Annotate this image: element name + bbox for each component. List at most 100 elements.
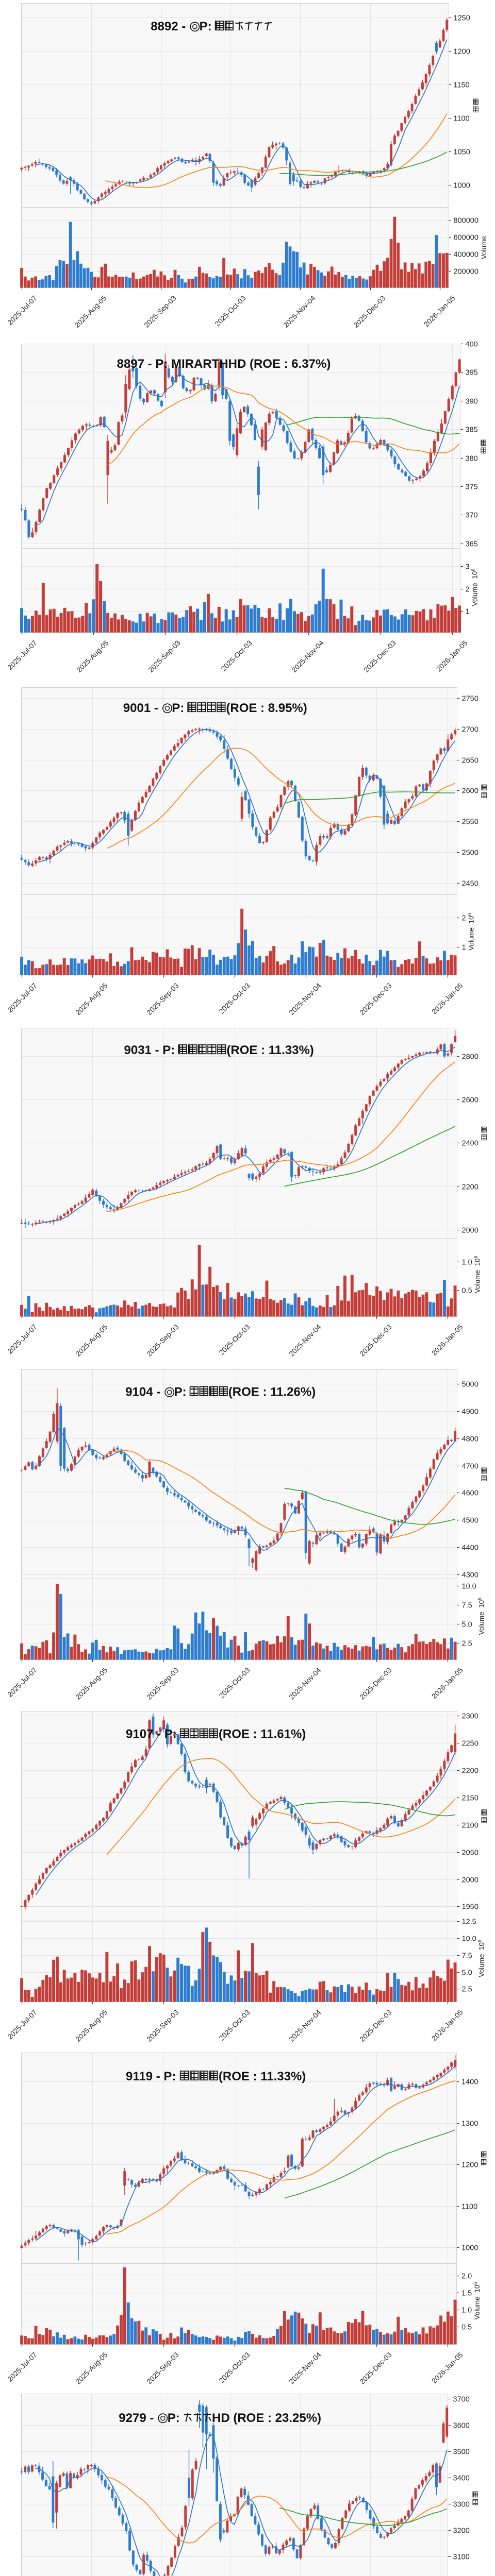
svg-text:8892 -: 8892 - bbox=[151, 20, 186, 33]
svg-text:1.5: 1.5 bbox=[461, 2289, 472, 2297]
svg-text:2300: 2300 bbox=[462, 1713, 478, 1721]
svg-text:2025-Dec-03: 2025-Dec-03 bbox=[358, 1666, 393, 1701]
svg-text:Volume 106: Volume 106 bbox=[473, 2282, 481, 2319]
svg-text:5000: 5000 bbox=[462, 1381, 478, 1389]
svg-text:1300: 1300 bbox=[461, 2120, 478, 2128]
svg-text:9001 -: 9001 - bbox=[123, 701, 158, 715]
svg-text:2025-Oct-03: 2025-Oct-03 bbox=[217, 981, 251, 1015]
svg-text:2026-Jan-05: 2026-Jan-05 bbox=[422, 294, 457, 328]
svg-text:2025-Sep-03: 2025-Sep-03 bbox=[146, 638, 182, 674]
svg-text:2025-Jul-07: 2025-Jul-07 bbox=[6, 981, 39, 1014]
svg-text:P:: P: bbox=[172, 701, 184, 715]
svg-text:2025-Aug-05: 2025-Aug-05 bbox=[74, 1323, 109, 1358]
svg-text:2025-Jul-07: 2025-Jul-07 bbox=[6, 1323, 39, 1355]
svg-text:2.5: 2.5 bbox=[462, 1986, 472, 1994]
svg-text:2600: 2600 bbox=[462, 787, 478, 795]
svg-text:1400: 1400 bbox=[461, 2078, 478, 2086]
svg-text:2025-Oct-03: 2025-Oct-03 bbox=[217, 1323, 251, 1357]
svg-text:0.5: 0.5 bbox=[461, 2323, 472, 2331]
svg-text:2025-Dec-03: 2025-Dec-03 bbox=[358, 981, 393, 1016]
svg-text:2025-Dec-03: 2025-Dec-03 bbox=[362, 638, 398, 674]
svg-text:P:: P: bbox=[168, 2411, 180, 2425]
svg-text:2025-Nov-04: 2025-Nov-04 bbox=[290, 638, 325, 674]
svg-text:600000: 600000 bbox=[454, 234, 478, 242]
svg-text:2025-Jul-07: 2025-Jul-07 bbox=[6, 638, 39, 671]
svg-text:2200: 2200 bbox=[462, 1767, 478, 1775]
svg-text:2150: 2150 bbox=[462, 1794, 478, 1803]
svg-text:2800: 2800 bbox=[462, 1053, 478, 1061]
svg-text:1000: 1000 bbox=[454, 182, 470, 190]
svg-text:(ROE : 11.61%): (ROE : 11.61%) bbox=[219, 1727, 306, 1741]
svg-text:2025-Sep-03: 2025-Sep-03 bbox=[145, 1666, 180, 1701]
svg-text:1950: 1950 bbox=[462, 1903, 478, 1911]
svg-text:2025-Sep-03: 2025-Sep-03 bbox=[145, 2008, 180, 2043]
svg-text:2025-Oct-03: 2025-Oct-03 bbox=[219, 638, 253, 672]
svg-text:2025-Aug-05: 2025-Aug-05 bbox=[74, 1666, 109, 1701]
svg-text:2025-Aug-05: 2025-Aug-05 bbox=[73, 294, 108, 329]
svg-text:2025-Nov-04: 2025-Nov-04 bbox=[287, 2350, 323, 2386]
svg-text:9031 - P:: 9031 - P: bbox=[124, 1043, 175, 1057]
svg-text:P:: P: bbox=[200, 20, 212, 33]
svg-text:2400: 2400 bbox=[462, 1140, 478, 1148]
svg-text:1000: 1000 bbox=[461, 2244, 478, 2252]
svg-text:7.5: 7.5 bbox=[462, 1952, 472, 1960]
svg-text:2026-Jan-05: 2026-Jan-05 bbox=[430, 1666, 465, 1700]
svg-text:Volume 106: Volume 106 bbox=[473, 1256, 482, 1294]
svg-text:2025-Oct-03: 2025-Oct-03 bbox=[217, 1666, 251, 1700]
svg-text:390: 390 bbox=[466, 397, 478, 405]
svg-text:2025-Nov-04: 2025-Nov-04 bbox=[282, 294, 317, 329]
svg-text:400000: 400000 bbox=[454, 251, 478, 259]
svg-text:4600: 4600 bbox=[462, 1489, 478, 1498]
svg-text:2025-Oct-03: 2025-Oct-03 bbox=[213, 294, 247, 328]
svg-text:3100: 3100 bbox=[453, 2553, 470, 2561]
svg-text:400: 400 bbox=[466, 342, 478, 349]
svg-text:2025-Jul-07: 2025-Jul-07 bbox=[6, 2350, 39, 2383]
svg-text:2000: 2000 bbox=[462, 1227, 478, 1235]
svg-text:395: 395 bbox=[466, 368, 478, 377]
svg-text:5.0: 5.0 bbox=[462, 1969, 472, 1977]
svg-text:2025-Nov-04: 2025-Nov-04 bbox=[287, 981, 323, 1016]
svg-text:2025-Oct-03: 2025-Oct-03 bbox=[217, 2350, 251, 2384]
svg-text:2025-Dec-03: 2025-Dec-03 bbox=[358, 1323, 393, 1358]
svg-text:380: 380 bbox=[466, 454, 478, 463]
svg-text:3: 3 bbox=[466, 563, 470, 571]
svg-text:1150: 1150 bbox=[454, 81, 470, 90]
svg-text:9119 - P:: 9119 - P: bbox=[126, 2070, 176, 2083]
svg-text:1100: 1100 bbox=[461, 2202, 477, 2211]
svg-text:2025-Sep-03: 2025-Sep-03 bbox=[145, 2350, 180, 2386]
svg-text:2025-Jul-07: 2025-Jul-07 bbox=[6, 1666, 39, 1699]
svg-text:200000: 200000 bbox=[454, 268, 478, 276]
svg-text:2025-Nov-04: 2025-Nov-04 bbox=[287, 1323, 323, 1358]
svg-text:4900: 4900 bbox=[462, 1408, 478, 1416]
svg-text:2025-Aug-05: 2025-Aug-05 bbox=[75, 638, 110, 674]
svg-text:365: 365 bbox=[466, 540, 478, 548]
svg-text:5.0: 5.0 bbox=[462, 1621, 472, 1629]
svg-text:3500: 3500 bbox=[453, 2448, 470, 2456]
svg-text:1: 1 bbox=[462, 943, 466, 952]
svg-text:1050: 1050 bbox=[454, 148, 470, 157]
svg-text:2: 2 bbox=[462, 914, 466, 922]
svg-text:2050: 2050 bbox=[462, 1849, 478, 1857]
svg-text:1.0: 1.0 bbox=[461, 2306, 472, 2314]
svg-text:2025-Aug-05: 2025-Aug-05 bbox=[74, 2008, 109, 2043]
svg-text:Volume: Volume bbox=[480, 236, 488, 259]
svg-text:2: 2 bbox=[466, 585, 470, 594]
svg-text:2025-Aug-05: 2025-Aug-05 bbox=[74, 2350, 109, 2386]
svg-text:2025-Dec-03: 2025-Dec-03 bbox=[358, 2008, 393, 2043]
svg-text:4700: 4700 bbox=[462, 1463, 478, 1471]
svg-text:Volume 106: Volume 106 bbox=[477, 1598, 486, 1635]
svg-text:1250: 1250 bbox=[454, 14, 470, 23]
svg-text:12.5: 12.5 bbox=[462, 1918, 476, 1926]
svg-text:2025-Dec-03: 2025-Dec-03 bbox=[358, 2350, 393, 2386]
svg-text:2025-Dec-03: 2025-Dec-03 bbox=[352, 294, 387, 329]
svg-text:3400: 3400 bbox=[453, 2474, 470, 2482]
svg-text:3200: 3200 bbox=[453, 2527, 470, 2535]
svg-text:3300: 3300 bbox=[453, 2500, 470, 2509]
svg-text:2550: 2550 bbox=[462, 818, 478, 826]
svg-text:1200: 1200 bbox=[461, 2161, 478, 2169]
svg-text:(ROE : 11.33%): (ROE : 11.33%) bbox=[219, 2070, 306, 2083]
svg-text:2200: 2200 bbox=[462, 1183, 478, 1192]
svg-text:2500: 2500 bbox=[462, 849, 478, 857]
svg-text:375: 375 bbox=[466, 483, 478, 491]
svg-text:4500: 4500 bbox=[462, 1517, 478, 1525]
